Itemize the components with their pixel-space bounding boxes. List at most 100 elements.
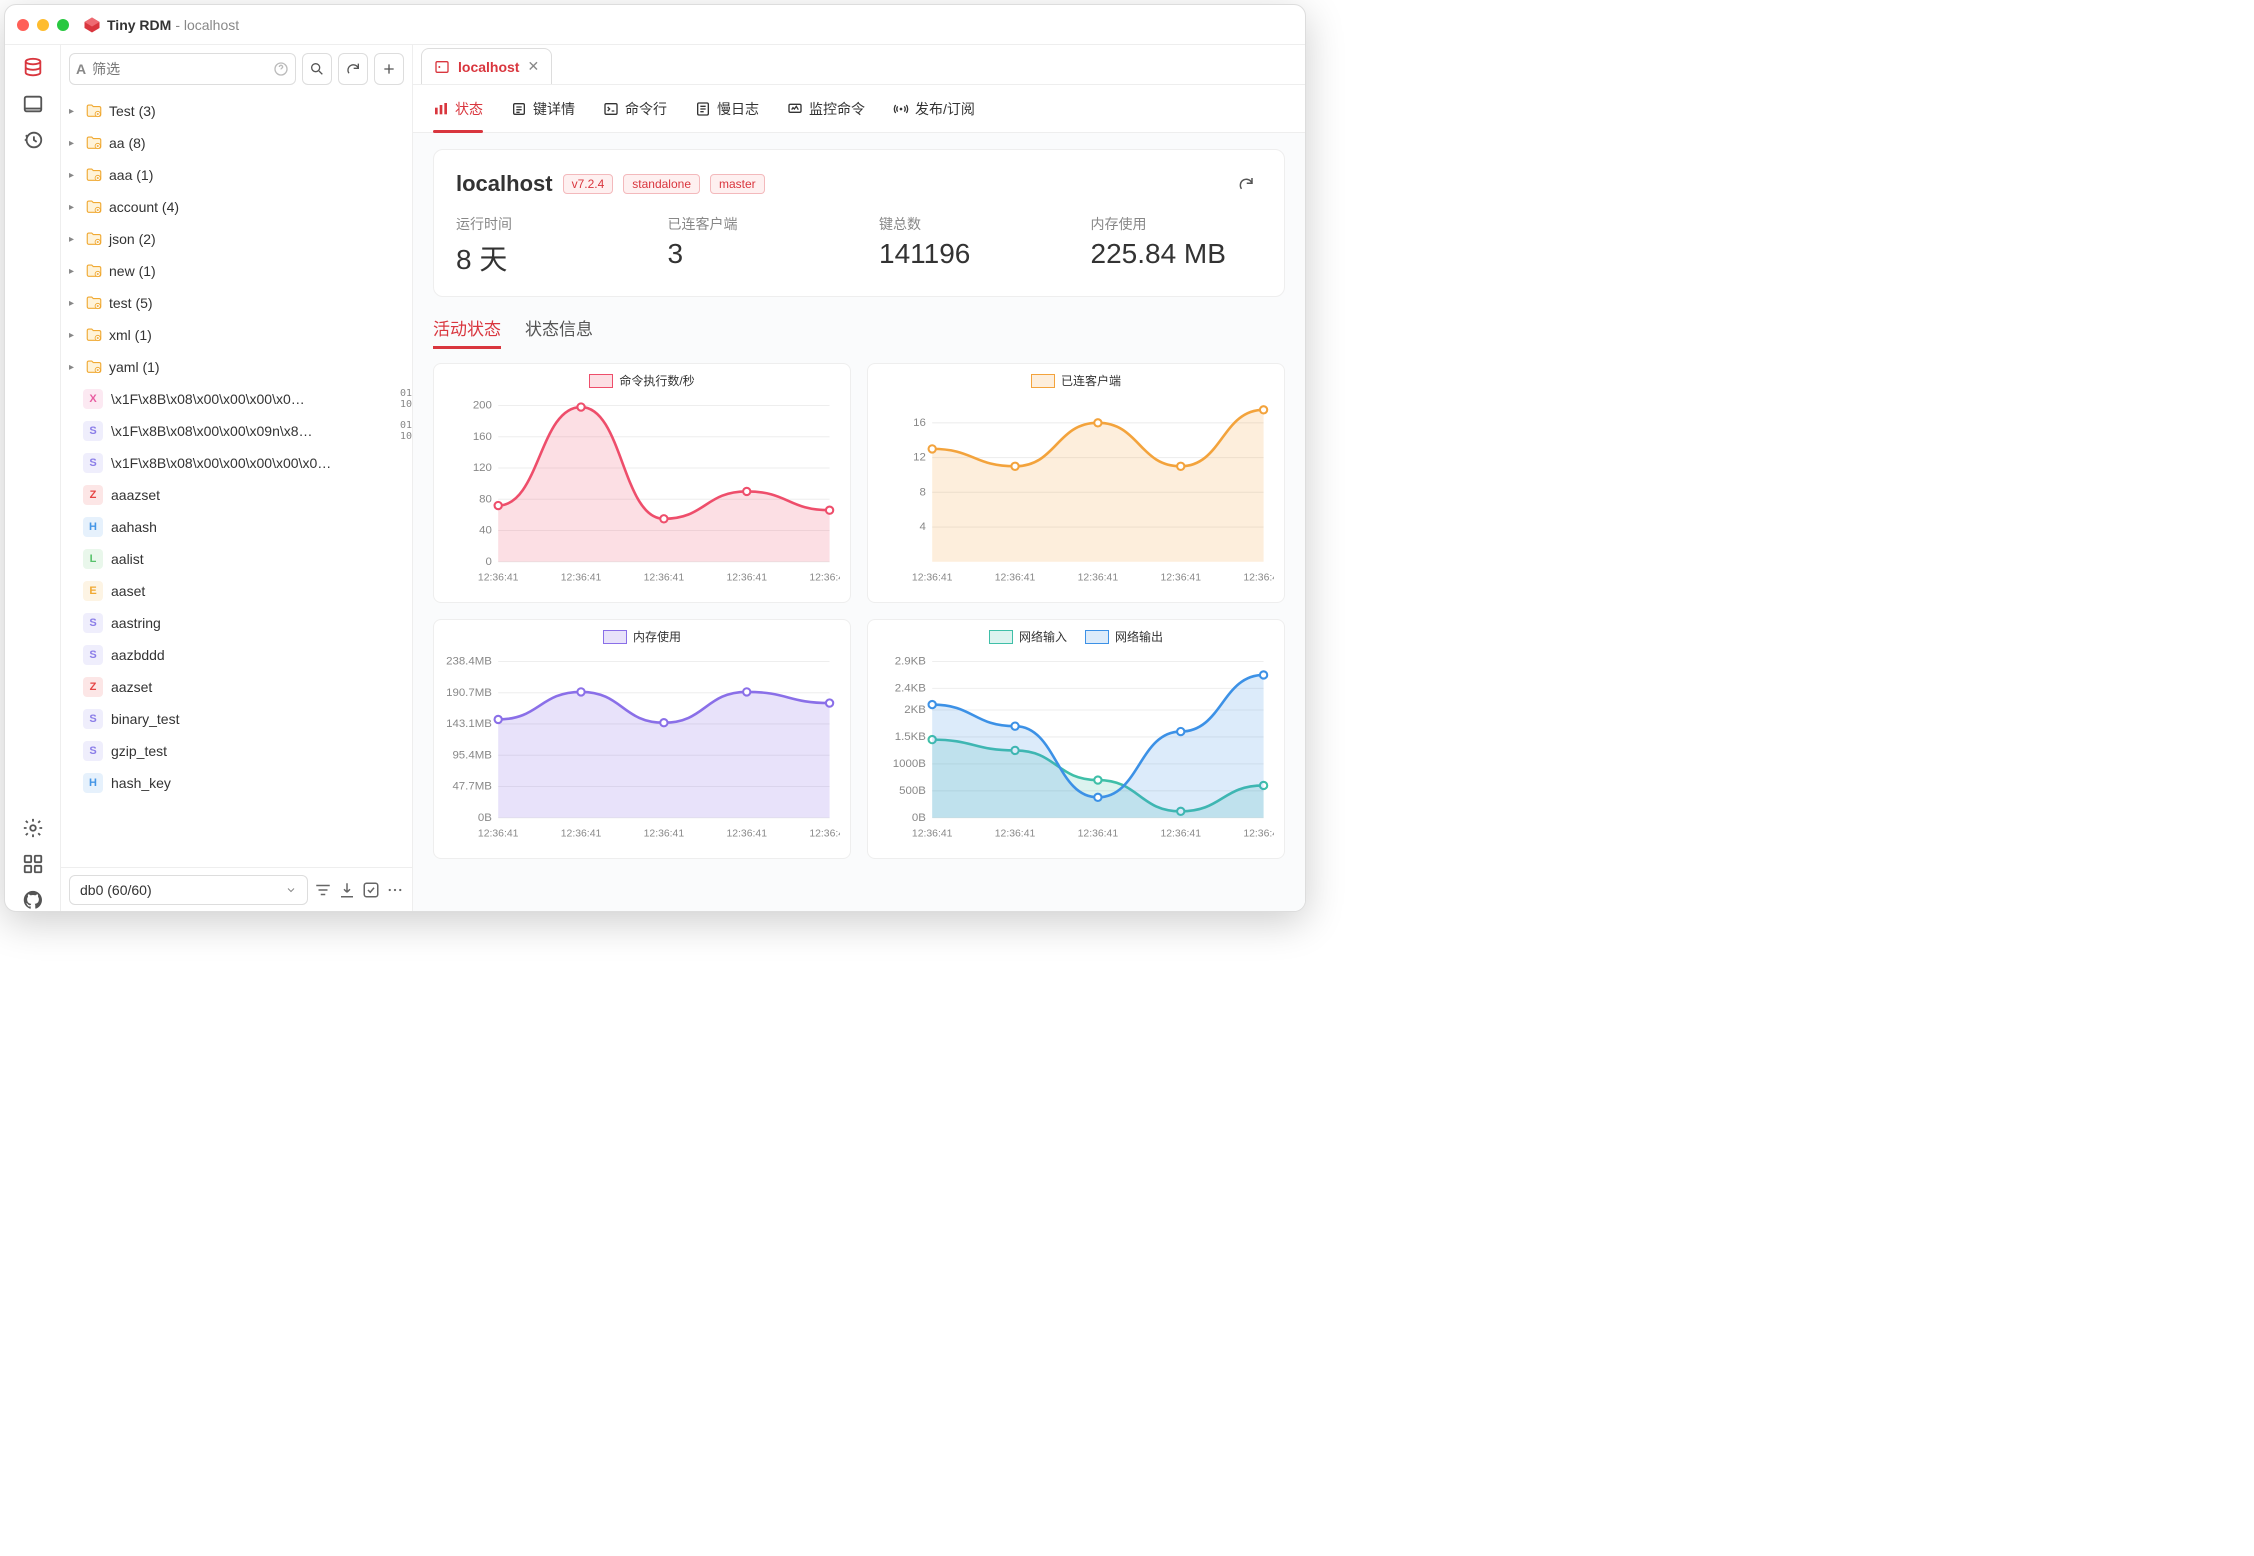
tree-folder[interactable]: ▸Test (3) <box>61 95 412 127</box>
svg-text:143.1MB: 143.1MB <box>446 718 492 730</box>
status-icon <box>433 101 449 117</box>
tree-folder[interactable]: ▸account (4) <box>61 191 412 223</box>
navtab-slowlog[interactable]: 慢日志 <box>695 85 759 132</box>
tree-key[interactable]: Saastring <box>61 607 412 639</box>
settings-icon[interactable] <box>22 817 44 839</box>
maximize-window-icon[interactable] <box>57 19 69 31</box>
type-badge: Z <box>83 677 103 697</box>
svg-text:160: 160 <box>473 431 492 443</box>
tree-key[interactable]: Laalist <box>61 543 412 575</box>
key-label: \x1F\x8B\x08\x00\x00\x09n\x8… <box>111 423 396 439</box>
svg-text:12:36:41: 12:36:41 <box>644 829 685 840</box>
database-icon[interactable] <box>22 57 44 79</box>
type-badge: Z <box>83 485 103 505</box>
key-label: aalist <box>111 551 412 567</box>
db-selector[interactable]: db0 (60/60) <box>69 875 308 905</box>
close-tab-icon[interactable]: ✕ <box>527 58 539 75</box>
minimize-window-icon[interactable] <box>37 19 49 31</box>
type-badge: S <box>83 421 103 441</box>
caret-icon: ▸ <box>69 298 81 309</box>
svg-text:4: 4 <box>920 521 927 533</box>
svg-text:12:36:41: 12:36:41 <box>1243 829 1274 840</box>
chart-svg: 0408012016020012:36:4112:36:4112:36:4112… <box>444 393 840 593</box>
tree-key[interactable]: Hhash_key <box>61 767 412 799</box>
legend-label: 命令执行数/秒 <box>619 372 694 389</box>
history-icon[interactable] <box>22 129 44 151</box>
svg-text:1000B: 1000B <box>893 758 926 770</box>
stat-value: 225.84 MB <box>1091 238 1263 270</box>
tree-folder[interactable]: ▸yaml (1) <box>61 351 412 383</box>
tree-key[interactable]: Zaaazset <box>61 479 412 511</box>
navtab-monitor[interactable]: 监控命令 <box>787 85 865 132</box>
status-card: localhost v7.2.4 standalone master 运行时间8… <box>433 149 1285 297</box>
sort-icon[interactable] <box>314 881 332 899</box>
subtab[interactable]: 活动状态 <box>433 315 501 349</box>
caret-icon: ▸ <box>69 106 81 117</box>
svg-text:12:36:41: 12:36:41 <box>726 573 767 584</box>
search-icon <box>309 61 325 77</box>
legend-label: 网络输入 <box>1019 628 1067 645</box>
tree-folder[interactable]: ▸ test (5) <box>61 287 412 319</box>
tree-key[interactable]: Eaaset <box>61 575 412 607</box>
refresh-status-button[interactable] <box>1230 168 1262 200</box>
tree-folder[interactable]: ▸new (1) <box>61 255 412 287</box>
folder-label: test (5) <box>109 295 153 311</box>
chevron-down-icon <box>285 884 297 896</box>
keydetail-icon <box>511 101 527 117</box>
svg-text:12:36:41: 12:36:41 <box>1160 829 1201 840</box>
tree-key[interactable]: Haahash <box>61 511 412 543</box>
github-icon[interactable] <box>22 889 44 911</box>
tree-key[interactable]: Saazbddd <box>61 639 412 671</box>
filter-prefix: A <box>76 61 86 77</box>
pubsub-icon <box>893 101 909 117</box>
navtab-keydetail[interactable]: 键详情 <box>511 85 575 132</box>
navtab-label: 键详情 <box>533 99 575 119</box>
filter-input-wrapper[interactable]: A <box>69 53 296 85</box>
tree-folder[interactable]: ▸xml (1) <box>61 319 412 351</box>
stat-label: 键总数 <box>879 214 1051 234</box>
svg-text:190.7MB: 190.7MB <box>446 687 492 699</box>
terminal-icon[interactable] <box>22 93 44 115</box>
add-key-button[interactable] <box>374 53 404 85</box>
navtab-cli[interactable]: 命令行 <box>603 85 667 132</box>
tab-bar: localhost ✕ <box>413 45 1305 85</box>
key-label: hash_key <box>111 775 412 791</box>
key-tree[interactable]: ▸Test (3)▸aa (8)▸aaa (1)▸account (4)▸jso… <box>61 93 412 867</box>
tab-localhost[interactable]: localhost ✕ <box>421 48 552 84</box>
close-window-icon[interactable] <box>17 19 29 31</box>
filter-input[interactable] <box>92 61 273 77</box>
tree-folder[interactable]: ▸aa (8) <box>61 127 412 159</box>
help-icon[interactable] <box>273 61 289 77</box>
svg-text:12:36:41: 12:36:41 <box>561 829 602 840</box>
navtab-pubsub[interactable]: 发布/订阅 <box>893 85 975 132</box>
type-badge: L <box>83 549 103 569</box>
caret-icon: ▸ <box>69 362 81 373</box>
folder-label: xml (1) <box>109 327 152 343</box>
binary-icon: 0110 <box>400 420 412 442</box>
type-badge: S <box>83 645 103 665</box>
checkall-icon[interactable] <box>362 881 380 899</box>
apps-icon[interactable] <box>22 853 44 875</box>
import-icon[interactable] <box>338 881 356 899</box>
search-button[interactable] <box>302 53 332 85</box>
svg-text:16: 16 <box>913 417 926 429</box>
svg-text:12:36:41: 12:36:41 <box>912 829 953 840</box>
tree-key[interactable]: Sgzip_test <box>61 735 412 767</box>
tree-key[interactable]: Sbinary_test <box>61 703 412 735</box>
tree-key[interactable]: S \x1F\x8B\x08\x00\x00\x09n\x8… 0110 <box>61 415 412 447</box>
chart-legend: 内存使用 <box>444 628 840 645</box>
more-icon[interactable] <box>386 881 404 899</box>
tree-folder[interactable]: ▸json (2) <box>61 223 412 255</box>
tree-folder[interactable]: ▸aaa (1) <box>61 159 412 191</box>
refresh-tree-button[interactable] <box>338 53 368 85</box>
tree-key[interactable]: Zaazset <box>61 671 412 703</box>
tree-key[interactable]: X\x1F\x8B\x08\x00\x00\x00\x0…0110 <box>61 383 412 415</box>
folder-label: aaa (1) <box>109 167 153 183</box>
svg-text:0B: 0B <box>912 812 926 824</box>
chart-legend: 网络输入网络输出 <box>878 628 1274 645</box>
navtab-label: 慢日志 <box>717 99 759 119</box>
tree-key[interactable]: S\x1F\x8B\x08\x00\x00\x00\x00\x0… <box>61 447 412 479</box>
navtab-status[interactable]: 状态 <box>433 85 483 132</box>
subtab[interactable]: 状态信息 <box>525 315 593 349</box>
binary-icon: 0110 <box>400 388 412 410</box>
